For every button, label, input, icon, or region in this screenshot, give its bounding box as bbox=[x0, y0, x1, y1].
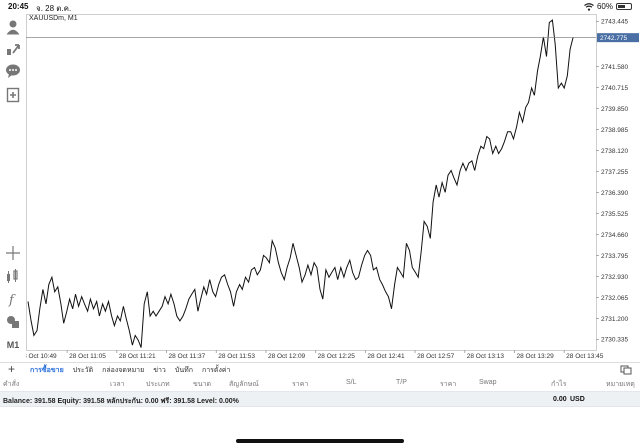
column-header: เวลา bbox=[110, 381, 125, 388]
x-tick-label: 28 Oct 12:41 bbox=[367, 353, 405, 360]
plot-frame bbox=[26, 14, 597, 351]
tab-1[interactable]: ประวัติ bbox=[72, 367, 94, 374]
home-indicator[interactable] bbox=[236, 439, 404, 443]
chart-symbol-label: XAUUSDm, M1 bbox=[29, 15, 78, 22]
x-tick-label: 28 Oct 10:49 bbox=[26, 353, 57, 360]
x-tick-label: 28 Oct 13:45 bbox=[566, 353, 604, 360]
y-tick-label: 2733.795 bbox=[601, 253, 628, 260]
y-tick-label: 2735.525 bbox=[601, 211, 628, 218]
collapse-panel-icon[interactable] bbox=[620, 365, 632, 375]
objects-icon[interactable] bbox=[4, 267, 22, 285]
y-tick-label: 2741.580 bbox=[601, 64, 628, 71]
y-tick-label: 2739.850 bbox=[601, 106, 628, 113]
crosshair-icon[interactable] bbox=[4, 244, 22, 262]
tab-0[interactable]: การซื้อขาย bbox=[30, 367, 64, 374]
x-tick-label: 28 Oct 11:05 bbox=[69, 353, 106, 360]
current-price-tag bbox=[597, 33, 639, 43]
column-header: กำไร bbox=[551, 381, 567, 388]
add-icon[interactable]: + bbox=[8, 362, 16, 376]
tab-3[interactable]: ข่าว bbox=[153, 367, 166, 374]
column-header: T/P bbox=[396, 379, 407, 386]
x-tick-label: 28 Oct 11:53 bbox=[218, 353, 255, 360]
column-header: หมายเหตุ bbox=[606, 381, 635, 388]
y-tick-label: 2732.930 bbox=[601, 274, 628, 281]
timeframe-button[interactable]: M1 bbox=[4, 336, 22, 354]
x-tick-label: 28 Oct 12:57 bbox=[417, 353, 455, 360]
column-header: คำสั่ง bbox=[3, 381, 20, 388]
column-header: Swap bbox=[479, 379, 497, 386]
chart-canvas[interactable]: 2743.445 2741.580 2740.715 2739.850 2738.985… bbox=[26, 14, 640, 362]
trade-columns-header: คำสั่ง เวลา ประเภท ขนาด สัญลักษณ์ ราคา S/L T/P ร… bbox=[0, 377, 640, 389]
person-icon[interactable] bbox=[4, 18, 22, 36]
column-header: S/L bbox=[346, 379, 357, 386]
balance-summary: Balance: 391.58 Equity: 391.58 หลักประกั… bbox=[3, 398, 239, 405]
price-chart[interactable]: 2743.445 2741.580 2740.715 2739.850 2738.985… bbox=[26, 14, 640, 362]
column-header: ราคา bbox=[440, 381, 457, 388]
x-tick-label: 28 Oct 11:37 bbox=[169, 353, 206, 360]
battery-icon bbox=[616, 3, 632, 10]
current-price-label: 2742.775 bbox=[600, 35, 627, 42]
status-time: 20:45 bbox=[8, 2, 29, 11]
account-currency: USD bbox=[570, 396, 585, 403]
y-tick-label: 2731.200 bbox=[601, 316, 628, 323]
x-tick-label: 28 Oct 12:09 bbox=[268, 353, 306, 360]
wifi-icon bbox=[584, 2, 594, 11]
y-tick-label: 2730.335 bbox=[601, 337, 628, 344]
function-icon[interactable]: f bbox=[4, 290, 22, 308]
x-tick-label: 28 Oct 12:25 bbox=[318, 353, 356, 360]
y-tick-label: 2738.985 bbox=[601, 127, 628, 134]
tab-5[interactable]: การตั้งค่า bbox=[201, 367, 231, 374]
timeframe-label: M1 bbox=[6, 340, 20, 350]
status-bar: 20:45 จ. 28 ต.ค. 60% bbox=[0, 0, 640, 14]
balance-row: Balance: 391.58 Equity: 391.58 หลักประกั… bbox=[0, 391, 640, 407]
chat-icon[interactable] bbox=[4, 62, 22, 80]
x-tick-label: 28 Oct 13:13 bbox=[467, 353, 505, 360]
y-tick-label: 2740.715 bbox=[601, 85, 628, 92]
price-series-line bbox=[27, 19, 574, 348]
column-header: ขนาด bbox=[193, 381, 212, 388]
y-tick-label: 2732.065 bbox=[601, 295, 628, 302]
y-tick-label: 2743.445 bbox=[601, 19, 628, 26]
y-tick-label: 2738.120 bbox=[601, 148, 628, 155]
shapes-icon[interactable] bbox=[4, 313, 22, 331]
y-tick-label: 2737.255 bbox=[601, 169, 628, 176]
status-right: 60% bbox=[584, 2, 632, 11]
svg-text:f: f bbox=[8, 293, 16, 307]
column-header: สัญลักษณ์ bbox=[229, 381, 259, 388]
left-toolbar: f M1 bbox=[0, 14, 26, 354]
column-header: ราคา bbox=[292, 381, 309, 388]
total-profit: 0.00 bbox=[553, 396, 567, 403]
column-header: ประเภท bbox=[146, 381, 170, 388]
tab-2[interactable]: กล่องจดหมาย bbox=[102, 367, 145, 374]
bottom-tabs-bar: + การซื้อขาย ประวัติ กล่องจดหมาย ข่าว บันทึก… bbox=[0, 362, 640, 376]
y-tick-label: 2734.660 bbox=[601, 232, 628, 239]
status-date: จ. 28 ต.ค. bbox=[36, 4, 72, 13]
tabs: การซื้อขาย ประวัติ กล่องจดหมาย ข่าว บันทึก กา… bbox=[30, 365, 230, 376]
x-tick-label: 28 Oct 13:29 bbox=[516, 353, 554, 360]
new-order-icon[interactable] bbox=[4, 86, 22, 104]
tab-4[interactable]: บันทึก bbox=[174, 367, 193, 374]
indicator-icon[interactable] bbox=[4, 40, 22, 58]
x-tick-label: 28 Oct 11:21 bbox=[119, 353, 156, 360]
battery-percent: 60% bbox=[596, 2, 613, 11]
y-tick-label: 2736.390 bbox=[601, 190, 628, 197]
